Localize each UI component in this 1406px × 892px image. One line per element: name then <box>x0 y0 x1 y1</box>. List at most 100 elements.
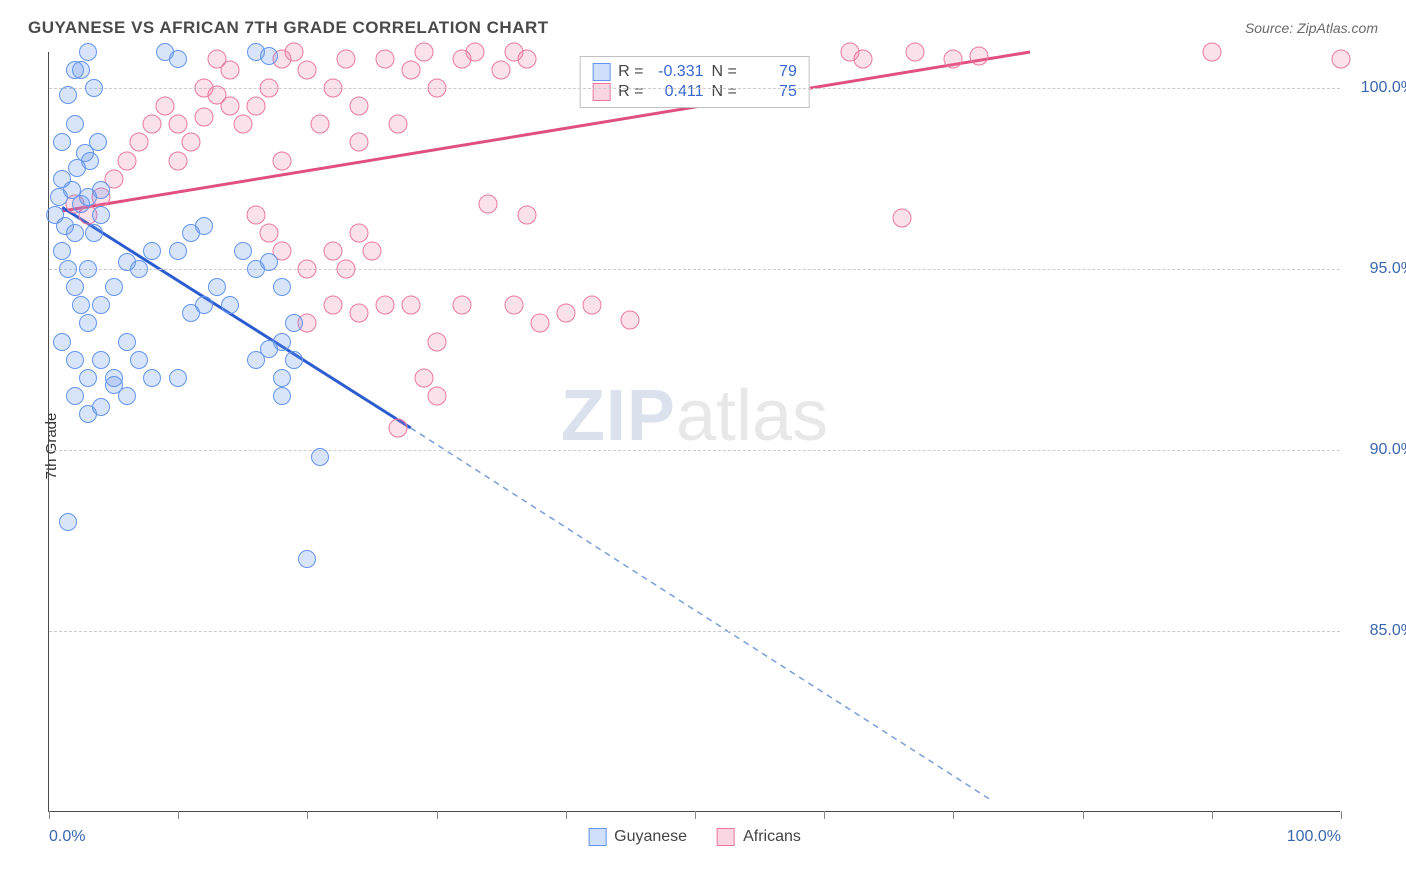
grid-line <box>49 269 1340 270</box>
data-point <box>79 260 97 278</box>
data-point <box>298 61 317 80</box>
x-tick <box>1341 811 1342 819</box>
data-point <box>92 206 110 224</box>
data-point <box>505 296 524 315</box>
data-point <box>59 513 77 531</box>
data-point <box>53 242 71 260</box>
data-point <box>117 151 136 170</box>
data-point <box>518 50 537 69</box>
data-point <box>92 181 110 199</box>
data-point <box>350 97 369 116</box>
data-point <box>324 79 343 98</box>
data-point <box>388 115 407 134</box>
data-point <box>350 133 369 152</box>
legend-label: Guyanese <box>614 828 687 846</box>
data-point <box>130 260 148 278</box>
y-tick-label: 85.0% <box>1350 622 1406 640</box>
data-point <box>234 242 252 260</box>
data-point <box>944 50 963 69</box>
r-label: R = <box>618 83 643 101</box>
data-point <box>208 278 226 296</box>
data-point <box>72 296 90 314</box>
data-point <box>92 398 110 416</box>
data-point <box>324 296 343 315</box>
data-point <box>66 351 84 369</box>
data-point <box>453 296 472 315</box>
x-tick <box>695 811 696 819</box>
data-point <box>414 43 433 62</box>
stats-legend-row: R = -0.331 N = 79 <box>592 63 797 81</box>
data-point <box>169 369 187 387</box>
data-point <box>273 387 291 405</box>
data-point <box>401 296 420 315</box>
data-point <box>530 314 549 333</box>
data-point <box>220 61 239 80</box>
series-legend: Guyanese Africans <box>588 828 801 846</box>
data-point <box>853 50 872 69</box>
data-point <box>79 369 97 387</box>
n-value: 75 <box>745 83 797 101</box>
data-point <box>363 242 382 261</box>
data-point <box>143 369 161 387</box>
data-point <box>169 115 188 134</box>
legend-item: Africans <box>717 828 801 846</box>
data-point <box>273 278 291 296</box>
data-point <box>337 50 356 69</box>
trend-lines <box>49 52 1340 811</box>
data-point <box>427 332 446 351</box>
data-point <box>556 303 575 322</box>
data-point <box>246 205 265 224</box>
data-point <box>81 152 99 170</box>
x-tick <box>824 811 825 819</box>
data-point <box>66 278 84 296</box>
data-point <box>970 46 989 65</box>
r-label: R = <box>618 63 643 81</box>
grid-line <box>49 88 1340 89</box>
data-point <box>350 303 369 322</box>
data-point <box>298 550 316 568</box>
y-tick-label: 90.0% <box>1350 441 1406 459</box>
x-tick <box>178 811 179 819</box>
x-tick <box>953 811 954 819</box>
x-tick <box>566 811 567 819</box>
data-point <box>156 97 175 116</box>
swatch-pink-icon <box>717 828 735 846</box>
data-point <box>63 181 81 199</box>
data-point <box>143 115 162 134</box>
data-point <box>1332 50 1351 69</box>
data-point <box>169 242 187 260</box>
data-point <box>169 50 187 68</box>
legend-item: Guyanese <box>588 828 687 846</box>
data-point <box>85 224 103 242</box>
data-point <box>182 133 201 152</box>
data-point <box>1202 43 1221 62</box>
x-tick <box>437 811 438 819</box>
data-point <box>130 351 148 369</box>
data-point <box>220 97 239 116</box>
chart-title: GUYANESE VS AFRICAN 7TH GRADE CORRELATIO… <box>28 18 549 38</box>
data-point <box>59 86 77 104</box>
x-tick-label: 100.0% <box>1287 828 1341 846</box>
x-tick-label: 0.0% <box>49 828 85 846</box>
data-point <box>285 314 303 332</box>
r-value: -0.331 <box>652 63 704 81</box>
data-point <box>427 79 446 98</box>
data-point <box>221 296 239 314</box>
x-tick <box>49 811 50 819</box>
data-point <box>195 108 214 127</box>
data-point <box>905 43 924 62</box>
data-point <box>337 260 356 279</box>
data-point <box>285 43 304 62</box>
data-point <box>53 333 71 351</box>
data-point <box>53 133 71 151</box>
data-point <box>414 368 433 387</box>
swatch-blue-icon <box>592 63 610 81</box>
data-point <box>260 47 278 65</box>
n-label: N = <box>712 83 737 101</box>
grid-line <box>49 450 1340 451</box>
swatch-pink-icon <box>592 83 610 101</box>
data-point <box>259 223 278 242</box>
data-point <box>66 387 84 405</box>
data-point <box>273 333 291 351</box>
data-point <box>350 223 369 242</box>
